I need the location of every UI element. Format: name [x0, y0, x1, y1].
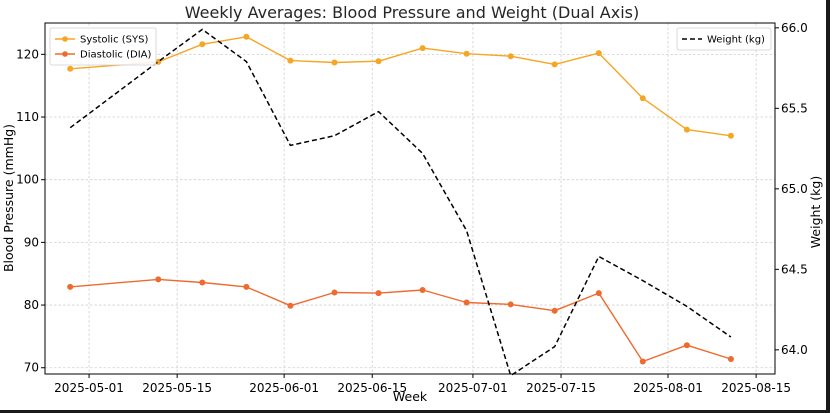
- grid: [45, 23, 775, 374]
- data-point-systolic-sys: [419, 45, 426, 52]
- x-axis-label: Week: [393, 389, 428, 404]
- data-point-systolic-sys: [683, 126, 690, 133]
- y-left-tick-label: 110: [16, 110, 39, 124]
- x-tick-label: 2025-06-15: [337, 381, 407, 395]
- y-left-tick-label: 100: [16, 173, 39, 187]
- data-point-diastolic-dia: [287, 302, 294, 309]
- x-tick-label: 2025-08-15: [721, 381, 791, 395]
- chart-title: Weekly Averages: Blood Pressure and Weig…: [185, 3, 640, 22]
- data-point-diastolic-dia: [727, 356, 734, 362]
- plot-area-frame: [44, 22, 776, 375]
- series-line-weight-kg: [69, 28, 732, 377]
- x-tick-label: 2025-05-01: [54, 381, 124, 395]
- data-point-systolic-sys: [595, 50, 602, 57]
- data-point-diastolic-dia: [419, 287, 426, 293]
- y-axis-left-label: Blood Pressure (mmHg): [1, 124, 16, 272]
- legend-box: [676, 27, 772, 51]
- x-tick-label: 2025-05-15: [142, 381, 212, 395]
- data-point-systolic-sys: [287, 57, 294, 64]
- legend-box: [49, 27, 157, 66]
- data-point-diastolic-dia: [551, 307, 558, 314]
- data-point-systolic-sys: [551, 61, 558, 68]
- y-left-tick-label: 70: [24, 361, 39, 375]
- frame-edge-bottom: [0, 410, 830, 413]
- data-point-systolic-sys: [67, 65, 74, 72]
- data-point-diastolic-dia: [507, 301, 514, 308]
- y-left-tick-label: 90: [24, 235, 39, 249]
- data-point-diastolic-dia: [595, 290, 602, 297]
- data-point-diastolic-dia: [683, 342, 690, 349]
- data-point-diastolic-dia: [243, 283, 250, 290]
- data-point-systolic-sys: [331, 59, 338, 66]
- legend-label: Systolic (SYS): [80, 35, 148, 46]
- y-right-tick-label: 64.0: [781, 343, 808, 357]
- legend-label: Diastolic (DIA): [80, 50, 151, 61]
- series-line-systolic-sys: [70, 36, 731, 137]
- data-point-diastolic-dia: [639, 358, 646, 365]
- axis-ticks: 2025-05-01 2025-05-15 2025-06-01 2025-06-15…: [16, 21, 808, 395]
- data-point-systolic-sys: [199, 41, 206, 48]
- legend-swatch-marker: [62, 51, 68, 57]
- y-right-tick-label: 65.5: [781, 101, 808, 115]
- x-tick-label: 2025-08-01: [633, 381, 703, 395]
- y-right-tick-label: 64.5: [781, 262, 808, 276]
- y-left-tick-label: 120: [16, 47, 39, 61]
- data-point-systolic-sys: [463, 50, 470, 57]
- y-axis-right-label: Weight (kg): [808, 176, 823, 248]
- y-right-tick-label: 65.0: [781, 182, 808, 196]
- data-point-diastolic-dia: [67, 283, 74, 290]
- frame-edge-right: [826, 0, 830, 413]
- data-point-systolic-sys: [727, 132, 734, 139]
- x-tick-label: 2025-07-15: [526, 381, 596, 395]
- series-line-diastolic-dia: [70, 278, 732, 363]
- data-point-diastolic-dia: [155, 276, 162, 283]
- data-point-systolic-sys: [375, 58, 382, 65]
- data-point-diastolic-dia: [331, 289, 338, 296]
- data-point-diastolic-dia: [375, 290, 382, 297]
- data-point-systolic-sys: [243, 33, 250, 40]
- y-right-tick-label: 66.0: [781, 21, 808, 35]
- data-point-diastolic-dia: [199, 279, 206, 286]
- series-layer: [67, 28, 734, 377]
- legend-label: Weight (kg): [707, 35, 765, 46]
- data-point-diastolic-dia: [463, 299, 470, 306]
- legend-left: Systolic (SYS) Diastolic (DIA): [49, 27, 157, 66]
- legend-right: Weight (kg): [676, 27, 772, 51]
- data-point-systolic-sys: [507, 53, 514, 60]
- y-left-tick-label: 80: [24, 298, 39, 312]
- x-tick-label: 2025-07-01: [438, 381, 508, 395]
- x-tick-label: 2025-06-01: [249, 381, 319, 395]
- legend-swatch-marker: [62, 36, 68, 42]
- data-point-systolic-sys: [639, 95, 646, 102]
